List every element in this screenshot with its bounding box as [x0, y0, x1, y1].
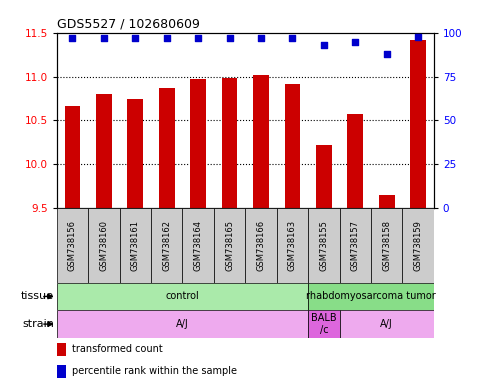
Text: transformed count: transformed count — [72, 344, 163, 354]
Text: GSM738163: GSM738163 — [288, 220, 297, 271]
Text: GSM738156: GSM738156 — [68, 220, 77, 271]
Bar — [57, 208, 88, 283]
Bar — [214, 208, 246, 283]
Point — [383, 51, 390, 57]
Text: GSM738161: GSM738161 — [131, 220, 140, 271]
Text: A/J: A/J — [176, 319, 189, 329]
Bar — [402, 208, 434, 283]
Bar — [88, 208, 119, 283]
Bar — [57, 283, 308, 310]
Bar — [316, 145, 332, 208]
Text: strain: strain — [22, 319, 54, 329]
Bar — [371, 208, 402, 283]
Bar — [379, 195, 394, 208]
Bar — [245, 208, 277, 283]
Bar — [308, 283, 434, 310]
Bar — [348, 114, 363, 208]
Point — [352, 39, 359, 45]
Bar — [159, 88, 175, 208]
Bar — [57, 310, 308, 338]
Bar — [57, 365, 66, 378]
Bar — [410, 40, 426, 208]
Bar — [57, 343, 66, 356]
Bar — [182, 208, 214, 283]
Text: GSM738162: GSM738162 — [162, 220, 171, 271]
Bar — [308, 310, 340, 338]
Text: GSM738157: GSM738157 — [351, 220, 360, 271]
Bar — [127, 99, 143, 208]
Text: GSM738160: GSM738160 — [99, 220, 108, 271]
Text: GSM738165: GSM738165 — [225, 220, 234, 271]
Bar — [340, 310, 434, 338]
Text: tissue: tissue — [21, 291, 54, 301]
Text: GSM738158: GSM738158 — [382, 220, 391, 271]
Point — [320, 42, 328, 48]
Text: BALB
/c: BALB /c — [311, 313, 337, 335]
Bar — [277, 208, 308, 283]
Bar — [253, 75, 269, 208]
Bar — [96, 94, 112, 208]
Point — [163, 35, 171, 41]
Text: A/J: A/J — [380, 319, 393, 329]
Bar — [119, 208, 151, 283]
Point — [100, 35, 108, 41]
Point — [257, 35, 265, 41]
Point — [131, 35, 139, 41]
Bar — [308, 208, 340, 283]
Point — [288, 35, 296, 41]
Text: rhabdomyosarcoma tumor: rhabdomyosarcoma tumor — [306, 291, 436, 301]
Bar — [190, 79, 206, 208]
Bar — [65, 106, 80, 208]
Bar — [151, 208, 182, 283]
Text: control: control — [166, 291, 199, 301]
Point — [194, 35, 202, 41]
Text: GSM738164: GSM738164 — [194, 220, 203, 271]
Text: GDS5527 / 102680609: GDS5527 / 102680609 — [57, 17, 200, 30]
Text: GSM738166: GSM738166 — [256, 220, 266, 271]
Bar — [340, 208, 371, 283]
Point — [414, 33, 422, 40]
Bar — [284, 84, 300, 208]
Point — [69, 35, 76, 41]
Text: GSM738159: GSM738159 — [414, 220, 423, 271]
Point — [226, 35, 234, 41]
Text: GSM738155: GSM738155 — [319, 220, 328, 271]
Bar — [222, 78, 238, 208]
Text: percentile rank within the sample: percentile rank within the sample — [72, 366, 237, 376]
